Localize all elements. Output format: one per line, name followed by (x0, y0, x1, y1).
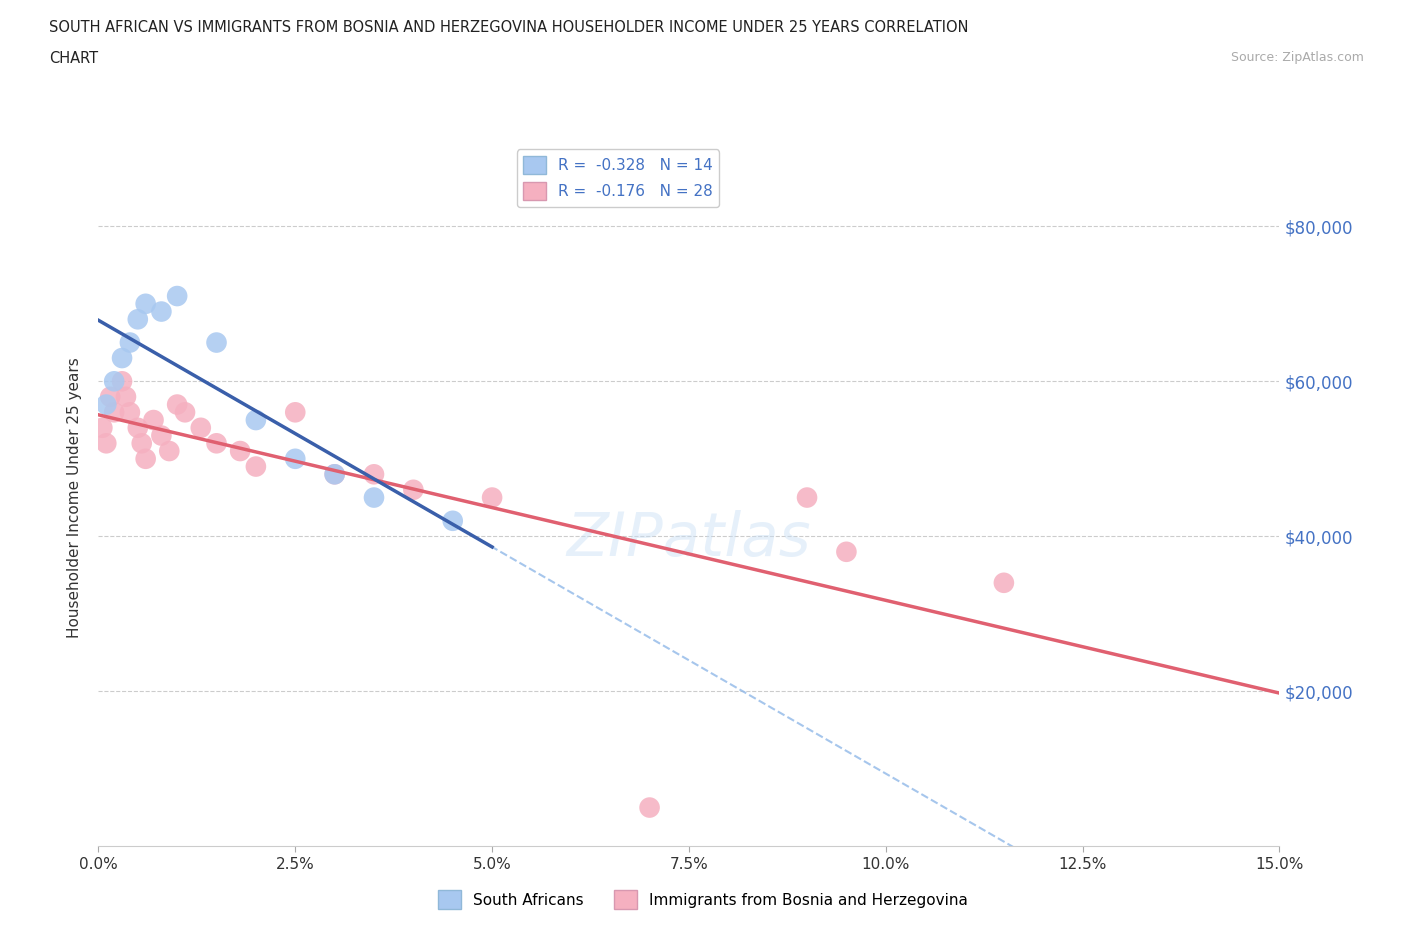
Point (174, 405, 197, 419)
Point (157, 444, 180, 458)
Point (323, 467, 346, 482)
Text: Source: ZipAtlas.com: Source: ZipAtlas.com (1230, 51, 1364, 64)
Point (402, 483, 425, 498)
Point (205, 436, 228, 451)
Point (131, 436, 153, 451)
Point (103, 405, 125, 419)
Point (245, 413, 267, 428)
Point (166, 288, 188, 303)
Point (142, 413, 165, 428)
Point (190, 420, 212, 435)
Point (135, 297, 157, 312)
Point (118, 335, 141, 350)
Point (91, 420, 114, 435)
Point (796, 490, 818, 505)
Text: ZIPatlas: ZIPatlas (567, 510, 811, 569)
Point (835, 544, 858, 559)
Point (229, 444, 252, 458)
Point (363, 490, 385, 505)
Point (638, 800, 661, 815)
Point (127, 312, 149, 326)
Point (98, 390, 121, 405)
Point (103, 374, 125, 389)
Y-axis label: Householder Income Under 25 years: Householder Income Under 25 years (67, 357, 83, 638)
Point (166, 397, 188, 412)
Point (96, 397, 118, 412)
Legend: R =  -0.328   N = 14, R =  -0.176   N = 28: R = -0.328 N = 14, R = -0.176 N = 28 (517, 150, 718, 206)
Point (135, 451, 157, 466)
Point (150, 304, 173, 319)
Point (284, 451, 307, 466)
Text: CHART: CHART (49, 51, 98, 66)
Point (111, 351, 134, 365)
Point (481, 490, 503, 505)
Point (323, 467, 346, 482)
Point (441, 513, 464, 528)
Point (115, 390, 138, 405)
Point (363, 467, 385, 482)
Point (150, 428, 173, 443)
Point (245, 459, 267, 474)
Point (111, 374, 134, 389)
Point (127, 420, 149, 435)
Point (993, 576, 1015, 591)
Point (205, 335, 228, 350)
Legend: South Africans, Immigrants from Bosnia and Herzegovina: South Africans, Immigrants from Bosnia a… (432, 884, 974, 915)
Point (118, 405, 141, 419)
Text: SOUTH AFRICAN VS IMMIGRANTS FROM BOSNIA AND HERZEGOVINA HOUSEHOLDER INCOME UNDER: SOUTH AFRICAN VS IMMIGRANTS FROM BOSNIA … (49, 20, 969, 35)
Point (284, 405, 307, 419)
Point (96, 436, 118, 451)
